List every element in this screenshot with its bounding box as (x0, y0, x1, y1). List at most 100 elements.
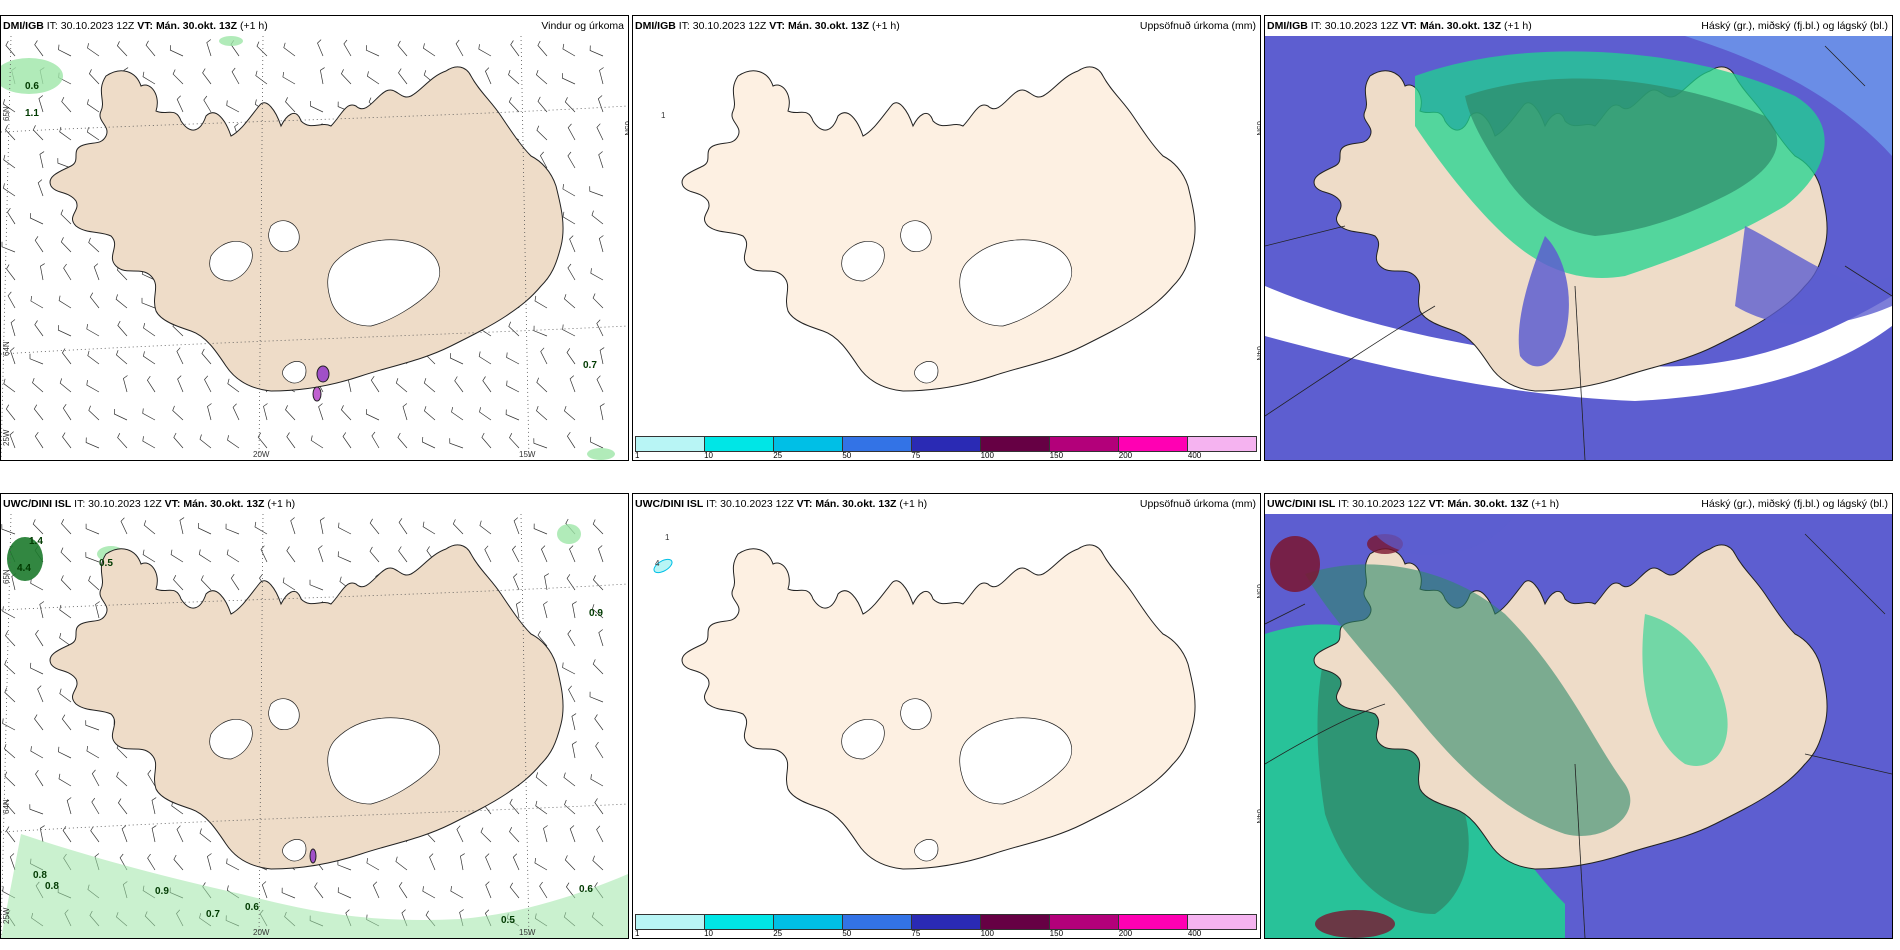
colorbar-swatch (1050, 915, 1119, 929)
wind-barb (398, 68, 408, 85)
wind-barb (509, 882, 520, 899)
wind-barb (147, 853, 156, 871)
wind-barb (206, 39, 212, 57)
wind-barb (566, 348, 576, 365)
wind-barb (86, 380, 100, 393)
lat-lon-grid (1, 514, 628, 938)
colorbar-swatch (843, 437, 912, 451)
colorbar-tick-label: 25 (773, 929, 783, 938)
wind-barb (423, 43, 436, 57)
grid-line (520, 514, 530, 938)
precip-area (587, 448, 615, 460)
wind-barb (260, 545, 268, 563)
wind-barb (589, 691, 604, 703)
iceland-landmass (49, 66, 564, 392)
panel-header: DMI/IGB IT: 30.10.2023 12Z VT: Mán. 30.o… (633, 16, 1260, 36)
wind-barb (422, 521, 436, 535)
wind-barb (123, 375, 128, 393)
high-cloud-layer (1317, 654, 1469, 914)
colorbar-tick-label: 150 (1049, 451, 1064, 460)
glaciers (209, 220, 440, 384)
high-cloud-layer (1305, 564, 1631, 836)
wind-barb (285, 405, 296, 421)
wind-barb (484, 545, 492, 563)
precip-area (1, 58, 63, 94)
wind-barb (290, 517, 296, 535)
valid-time: Mán. 30.okt. 13Z (1447, 498, 1529, 510)
colorbar-swatch (843, 915, 912, 929)
colorbar-ticks: 1 10 25 50 75 100 150 200 400 (635, 929, 1257, 938)
wind-barb (310, 100, 324, 113)
wind-barb (592, 575, 604, 591)
wind-barb (29, 804, 44, 815)
map-wind-uwc[interactable]: 1.4 4.4 0.5 0.9 0.8 0.8 0.9 0.7 0.6 0.6 … (1, 514, 628, 938)
wind-barb (34, 431, 44, 449)
glaciers (841, 220, 1072, 384)
map-cloud-dmi[interactable] (1265, 36, 1892, 460)
glacier-area (841, 718, 885, 760)
wind-barb (173, 854, 184, 871)
lead-time: (+1 h) (899, 498, 928, 510)
wind-barb (261, 881, 268, 899)
wind-barb (146, 375, 156, 393)
wind-barb (170, 549, 184, 563)
model-name: UWC/DINI ISL (3, 498, 72, 510)
wind-barb (562, 184, 576, 197)
wind-barb (7, 207, 16, 225)
valid-time: Mán. 30.okt. 13Z (183, 498, 265, 510)
wind-barb (544, 573, 549, 591)
wind-barb (115, 350, 128, 365)
panel-header: DMI/IGB IT: 30.10.2023 12Z VT: Mán. 30.o… (1265, 16, 1892, 36)
product-title: Háský (gr.), miðský (fj.bl.) og lágský (… (1701, 20, 1888, 32)
glacier-area (841, 240, 885, 282)
wind-barb (34, 320, 44, 337)
glacier-area (209, 240, 253, 282)
wind-barb (343, 39, 352, 57)
wind-barb (63, 263, 72, 281)
wind-barb (511, 545, 520, 563)
wind-barb (337, 859, 352, 871)
wind-barb (5, 826, 16, 843)
wind-barb (3, 378, 16, 393)
panel-uwc-accum: UWC/DINI ISL IT: 30.10.2023 12Z VT: Mán.… (632, 493, 1261, 939)
panel-header: UWC/DINI ISL IT: 30.10.2023 12Z VT: Mán.… (1265, 494, 1892, 514)
map-wind-dmi[interactable]: 0.6 1.1 0.7 20W 15W 65N 64N 25W 65N (1, 36, 628, 460)
wind-barb (509, 433, 520, 449)
wind-barb (534, 295, 548, 309)
iceland-landmass (681, 66, 1196, 392)
colorbar-swatch (981, 915, 1050, 929)
wind-barb (60, 547, 72, 563)
low-cloud-layer (1735, 226, 1892, 325)
wind-barb (198, 549, 212, 563)
wind-barb (370, 375, 380, 393)
glacier-area (327, 717, 440, 805)
map-cloud-uwc[interactable] (1265, 514, 1892, 938)
valid-time-label: VT: (796, 498, 813, 510)
colorbar-swatch (1188, 437, 1256, 451)
wind-barb (9, 853, 16, 871)
precip-value: 1.1 (25, 108, 39, 119)
wind-barb (143, 323, 156, 337)
map-accum-dmi[interactable]: 1 65N 64N (633, 36, 1260, 460)
precip-area (557, 524, 581, 544)
wind-barb (569, 235, 576, 253)
map-accum-uwc[interactable]: 1 4 65N 64N (633, 514, 1260, 938)
panel-dmi-accum: DMI/IGB IT: 30.10.2023 12Z VT: Mán. 30.o… (632, 15, 1261, 461)
wind-barb (506, 380, 520, 393)
wind-barb (598, 235, 604, 253)
colorbar-tick-label: 200 (1118, 451, 1133, 460)
colorbar-tick-label: 1 (635, 929, 640, 938)
wind-barb (85, 552, 100, 563)
wind-barb (460, 853, 465, 871)
model-name: UWC/DINI ISL (635, 498, 704, 510)
wind-barb (60, 237, 72, 253)
wind-barb (173, 432, 184, 449)
panel-dmi-cloud: DMI/IGB IT: 30.10.2023 12Z VT: Mán. 30.o… (1264, 15, 1893, 461)
wind-barb (537, 40, 548, 57)
model-name: DMI/IGB (1267, 20, 1308, 32)
glacier-area (914, 361, 939, 384)
accum-value: 1 (661, 111, 666, 120)
panel-header: DMI/IGB IT: 30.10.2023 12Z VT: Mán. 30.o… (1, 16, 628, 36)
wind-barb (3, 183, 16, 197)
panel-uwc-wind: UWC/DINI ISL IT: 30.10.2023 12Z VT: Mán.… (0, 493, 629, 939)
